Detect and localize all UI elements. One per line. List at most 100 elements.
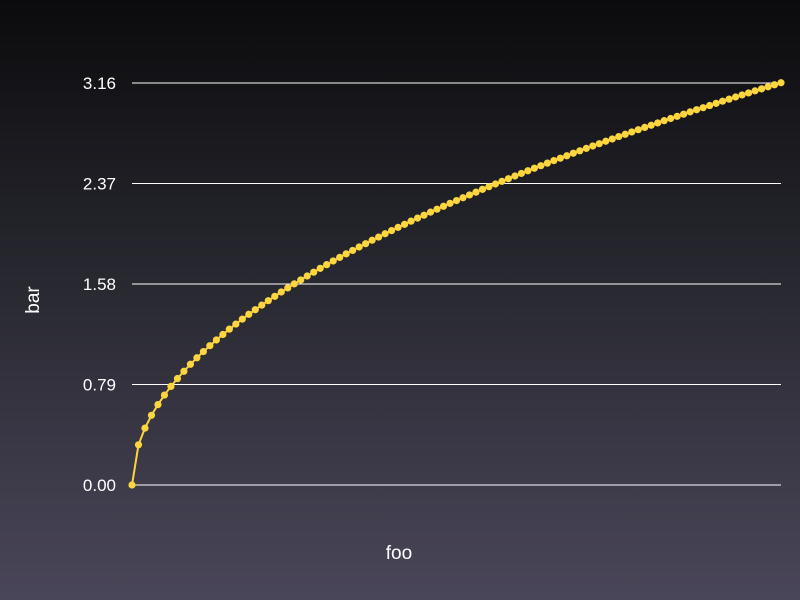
data-point bbox=[673, 112, 681, 120]
data-point bbox=[576, 147, 584, 155]
data-point bbox=[647, 121, 655, 129]
data-point bbox=[498, 177, 506, 185]
data-point bbox=[128, 481, 136, 489]
data-point bbox=[355, 243, 363, 251]
data-point bbox=[770, 81, 779, 89]
data-point bbox=[400, 220, 409, 228]
y-tick-label: 3.16 bbox=[83, 74, 116, 93]
data-point bbox=[394, 223, 402, 231]
data-point bbox=[147, 411, 156, 419]
data-point bbox=[628, 128, 636, 136]
data-point bbox=[751, 87, 759, 95]
data-point bbox=[563, 152, 571, 160]
data-point bbox=[323, 261, 331, 269]
data-point bbox=[271, 292, 279, 300]
data-point bbox=[232, 320, 240, 328]
data-point bbox=[388, 226, 396, 235]
data-point bbox=[206, 342, 214, 350]
data-point bbox=[738, 91, 746, 99]
data-point bbox=[219, 330, 227, 339]
data-point bbox=[316, 264, 324, 272]
data-point bbox=[556, 154, 564, 162]
data-point bbox=[277, 288, 285, 296]
data-point bbox=[349, 246, 357, 255]
data-point bbox=[693, 106, 701, 114]
data-point bbox=[504, 175, 513, 183]
data-point bbox=[667, 114, 675, 123]
data-point bbox=[699, 104, 707, 112]
data-point bbox=[342, 250, 350, 258]
series-points bbox=[128, 79, 785, 489]
data-point bbox=[634, 126, 642, 134]
data-point bbox=[472, 188, 480, 196]
data-point bbox=[530, 164, 538, 172]
data-point bbox=[173, 374, 182, 383]
data-point bbox=[511, 172, 519, 180]
data-point bbox=[706, 101, 714, 110]
y-tick-label: 0.00 bbox=[83, 476, 116, 495]
data-point bbox=[764, 83, 772, 91]
data-point bbox=[160, 391, 169, 399]
data-point bbox=[517, 169, 526, 178]
data-point bbox=[290, 280, 298, 288]
data-point bbox=[264, 297, 272, 305]
data-point bbox=[543, 159, 551, 167]
y-tick-label: 2.37 bbox=[83, 175, 116, 194]
data-point bbox=[310, 268, 318, 276]
data-point bbox=[550, 157, 558, 165]
data-point bbox=[602, 137, 610, 145]
y-tick-label: 0.79 bbox=[83, 376, 116, 395]
data-point bbox=[718, 97, 727, 105]
data-point bbox=[654, 119, 662, 127]
data-point bbox=[368, 236, 376, 244]
data-point bbox=[199, 347, 207, 356]
data-point bbox=[426, 208, 435, 216]
data-point bbox=[524, 167, 532, 175]
data-point bbox=[284, 284, 292, 292]
data-point bbox=[381, 230, 389, 238]
data-point bbox=[225, 325, 233, 333]
data-point bbox=[485, 183, 493, 191]
data-point bbox=[297, 276, 305, 284]
data-point bbox=[258, 301, 266, 309]
data-point bbox=[362, 240, 370, 248]
data-point bbox=[251, 306, 259, 314]
data-point bbox=[725, 95, 733, 103]
data-point bbox=[167, 382, 175, 391]
data-point bbox=[491, 180, 500, 188]
data-point bbox=[712, 99, 720, 107]
data-point bbox=[134, 441, 143, 449]
data-point bbox=[439, 202, 448, 210]
data-point bbox=[686, 108, 694, 116]
data-point bbox=[303, 272, 311, 280]
data-point bbox=[595, 140, 603, 148]
data-point bbox=[420, 211, 428, 219]
data-point bbox=[615, 132, 623, 141]
data-point bbox=[154, 401, 162, 409]
y-tick-labels: 0.00 0.79 1.58 2.37 3.16 bbox=[83, 74, 116, 495]
data-point bbox=[478, 185, 487, 193]
data-point bbox=[569, 149, 577, 157]
data-point bbox=[433, 205, 441, 213]
data-point bbox=[589, 142, 597, 150]
data-point bbox=[245, 310, 253, 318]
data-point bbox=[336, 253, 344, 262]
data-point bbox=[744, 89, 753, 97]
data-point bbox=[329, 257, 337, 265]
data-point bbox=[186, 360, 195, 368]
data-point bbox=[731, 93, 740, 101]
x-axis-label: foo bbox=[386, 543, 412, 564]
data-point bbox=[452, 196, 461, 205]
y-tick-label: 1.58 bbox=[83, 275, 116, 294]
data-point bbox=[757, 85, 766, 93]
data-point bbox=[680, 110, 688, 118]
data-point bbox=[608, 135, 616, 143]
data-point bbox=[193, 354, 201, 362]
data-point bbox=[238, 315, 246, 323]
data-point bbox=[660, 117, 668, 125]
data-point bbox=[407, 217, 415, 225]
data-point bbox=[459, 194, 467, 202]
gridlines bbox=[132, 82, 781, 486]
